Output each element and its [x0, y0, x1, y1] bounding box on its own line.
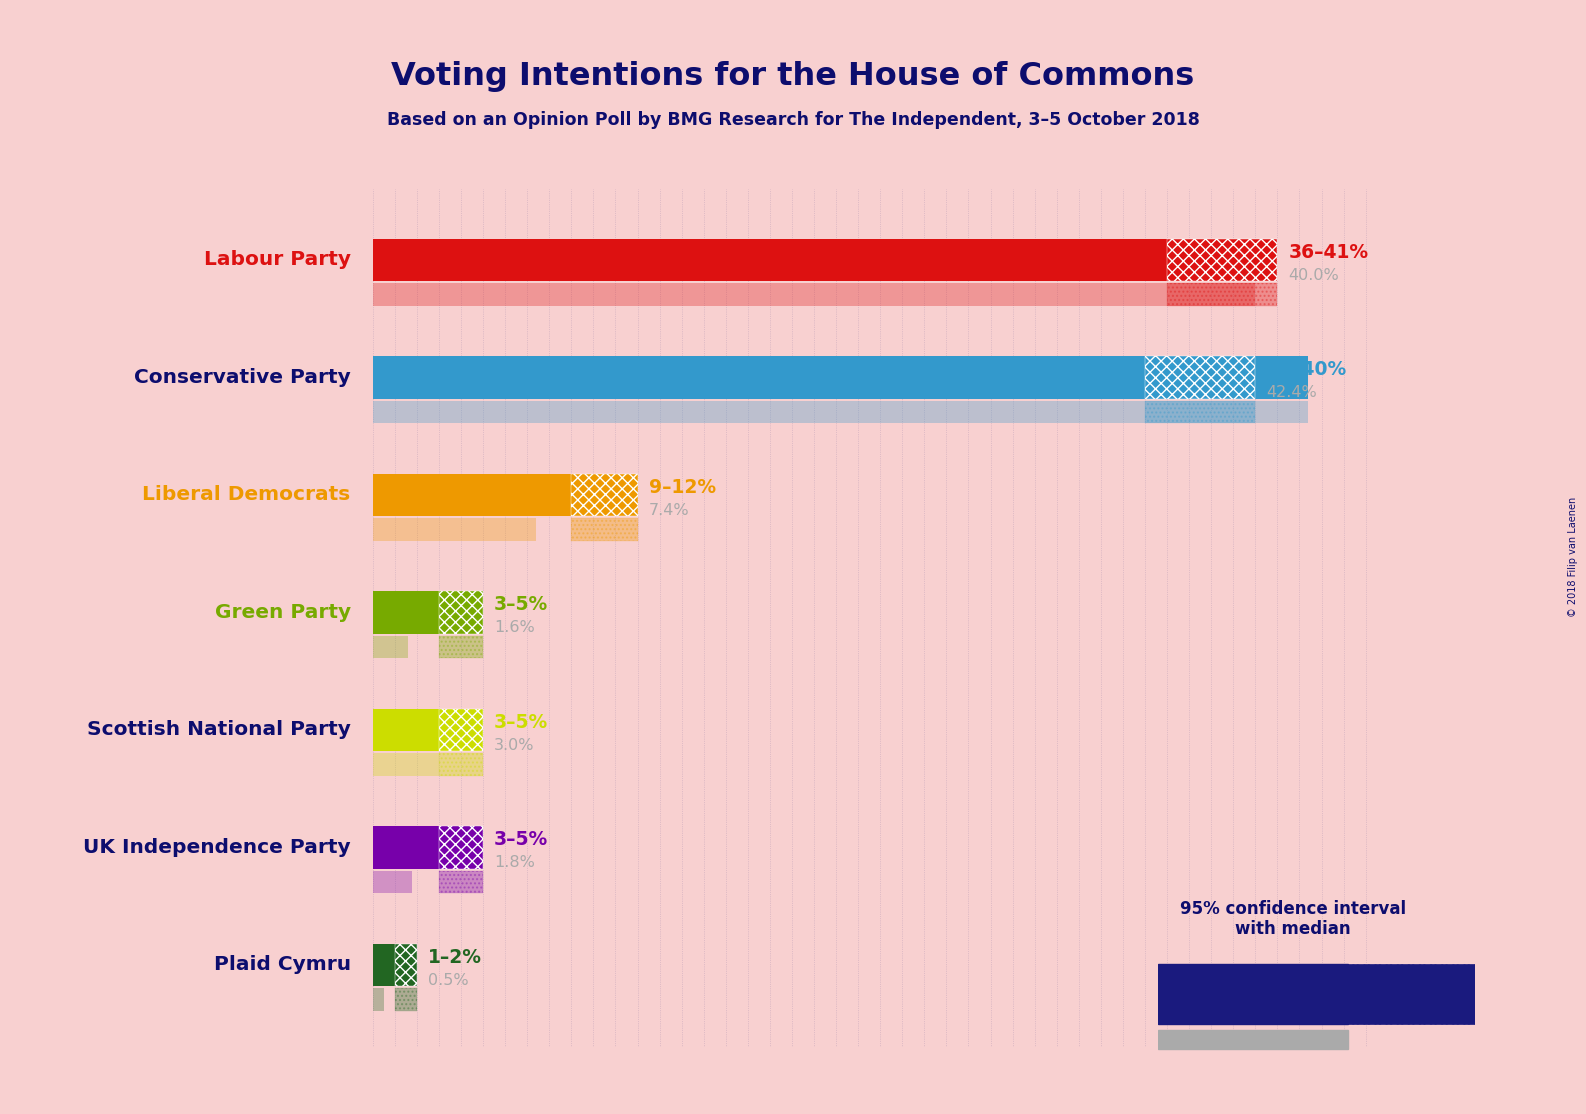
Text: UK Independence Party: UK Independence Party	[82, 838, 351, 857]
Text: 7.4%: 7.4%	[649, 502, 690, 518]
Bar	[439, 827, 484, 869]
Bar	[373, 753, 439, 775]
Bar	[373, 238, 1167, 281]
Bar	[571, 518, 638, 540]
Text: 40.0%: 40.0%	[1288, 267, 1339, 283]
Text: 42.4%: 42.4%	[1266, 385, 1316, 400]
Bar	[373, 871, 412, 893]
Text: Last result: Last result	[1210, 1036, 1289, 1052]
Bar	[373, 473, 571, 516]
Text: 9–12%: 9–12%	[649, 478, 715, 497]
Bar	[395, 988, 417, 1010]
Bar	[373, 944, 384, 986]
Bar	[1348, 964, 1475, 1025]
Bar	[373, 988, 384, 1010]
Bar	[373, 356, 1308, 399]
Bar	[373, 401, 1308, 423]
Bar	[1145, 401, 1256, 423]
Bar	[439, 592, 484, 634]
Bar	[571, 473, 638, 516]
Bar	[1167, 238, 1277, 281]
Bar	[373, 473, 536, 516]
Text: 1–2%: 1–2%	[428, 948, 482, 967]
Text: 3–5%: 3–5%	[495, 830, 549, 849]
Bar	[373, 636, 408, 658]
Bar	[395, 944, 417, 986]
Bar	[373, 709, 439, 751]
Bar	[373, 827, 439, 869]
Text: Conservative Party: Conservative Party	[133, 368, 351, 387]
Text: Green Party: Green Party	[214, 603, 351, 622]
Bar	[373, 238, 1256, 281]
Text: 1.8%: 1.8%	[495, 856, 534, 870]
Text: © 2018 Filip van Laenen: © 2018 Filip van Laenen	[1569, 497, 1578, 617]
Text: 3.0%: 3.0%	[495, 737, 534, 753]
Bar	[439, 753, 484, 775]
Text: 3–5%: 3–5%	[495, 595, 549, 614]
Bar	[439, 709, 484, 751]
Bar	[373, 592, 439, 634]
Text: Voting Intentions for the House of Commons: Voting Intentions for the House of Commo…	[392, 61, 1194, 92]
Text: 95% confidence interval
with median: 95% confidence interval with median	[1180, 900, 1405, 938]
Bar	[373, 356, 1145, 399]
Bar	[373, 518, 536, 540]
Text: Based on an Opinion Poll by BMG Research for The Independent, 3–5 October 2018: Based on an Opinion Poll by BMG Research…	[387, 111, 1199, 129]
Text: 36–41%: 36–41%	[1288, 243, 1369, 262]
Bar	[1167, 283, 1277, 305]
Bar	[439, 636, 484, 658]
Bar	[439, 871, 484, 893]
Bar	[1145, 356, 1256, 399]
Bar	[373, 827, 412, 869]
Bar	[373, 592, 408, 634]
Bar	[373, 709, 439, 751]
Text: 3–5%: 3–5%	[495, 713, 549, 732]
Text: Plaid Cymru: Plaid Cymru	[214, 956, 351, 975]
Bar	[373, 283, 1256, 305]
Text: Scottish National Party: Scottish National Party	[87, 721, 351, 740]
Text: Labour Party: Labour Party	[203, 251, 351, 270]
Text: 0.5%: 0.5%	[428, 973, 468, 988]
Text: 1.6%: 1.6%	[495, 620, 534, 635]
Bar	[1158, 1030, 1348, 1049]
Bar	[373, 944, 395, 986]
Text: Liberal Democrats: Liberal Democrats	[143, 486, 351, 505]
Bar	[1158, 964, 1348, 1025]
Text: 35–40%: 35–40%	[1266, 360, 1347, 379]
